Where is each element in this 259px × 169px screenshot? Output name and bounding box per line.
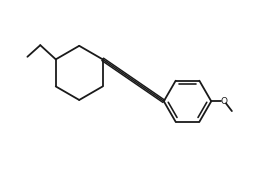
Text: O: O: [220, 96, 227, 105]
